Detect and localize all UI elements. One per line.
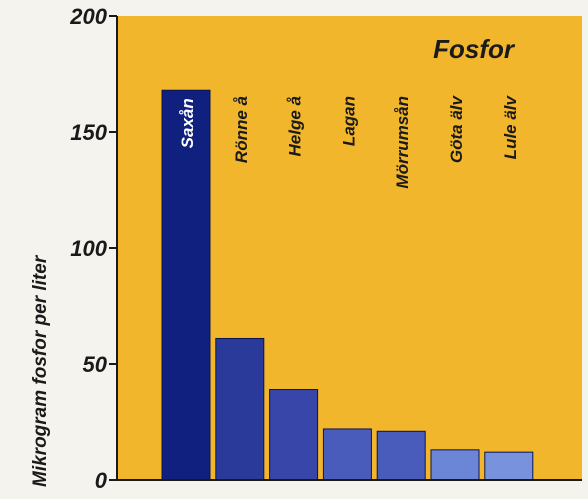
- bar: [269, 389, 319, 481]
- category-label: Göta älv: [447, 94, 466, 163]
- chart-title: Fosfor: [433, 34, 516, 64]
- bar: [322, 428, 372, 481]
- category-label: Helge å: [286, 96, 305, 156]
- y-tick-label: 100: [70, 236, 107, 261]
- category-label: Lule älv: [501, 94, 520, 159]
- bars-group: [161, 89, 534, 481]
- y-tick-label: 200: [69, 4, 107, 29]
- y-ticks-group: 0 50 100 150 200: [69, 4, 117, 493]
- category-label: Lagan: [339, 96, 358, 146]
- y-tick-label: 50: [83, 352, 108, 377]
- category-label: Saxån: [178, 98, 197, 148]
- y-tick-label: 150: [70, 120, 107, 145]
- bar: [215, 337, 265, 481]
- category-label: Mörrumsån: [393, 96, 412, 189]
- bar: [161, 89, 211, 481]
- bar: [376, 430, 426, 481]
- bar: [430, 449, 480, 481]
- category-label: Rönne å: [232, 96, 251, 163]
- y-tick-label: 0: [95, 468, 108, 493]
- y-axis-label: Mikrogram fosfor per liter: [30, 254, 51, 487]
- category-labels-group: Saxån Rönne å Helge å Lagan Mörrumsån Göta äl…: [178, 94, 520, 188]
- bar: [484, 451, 534, 481]
